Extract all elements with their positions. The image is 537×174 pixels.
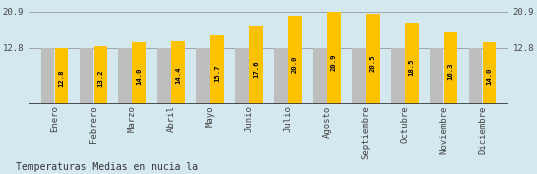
Bar — [79, 48, 93, 104]
Bar — [391, 48, 404, 104]
Text: 15.7: 15.7 — [214, 64, 220, 82]
Bar — [211, 35, 224, 104]
Text: 14.0: 14.0 — [136, 68, 142, 85]
Text: 20.0: 20.0 — [292, 56, 298, 73]
Bar — [288, 16, 302, 104]
Text: 17.6: 17.6 — [253, 60, 259, 78]
Bar — [444, 32, 458, 104]
Bar — [93, 46, 107, 104]
Bar — [41, 48, 54, 104]
Bar — [235, 48, 249, 104]
Bar — [313, 48, 326, 104]
Bar — [197, 48, 210, 104]
Bar — [249, 26, 263, 104]
Bar — [274, 48, 288, 104]
Bar — [352, 48, 366, 104]
Text: 20.5: 20.5 — [370, 55, 376, 72]
Text: 16.3: 16.3 — [448, 63, 454, 80]
Text: 14.4: 14.4 — [175, 67, 181, 84]
Bar — [157, 48, 171, 104]
Bar — [327, 12, 340, 104]
Bar — [171, 41, 185, 104]
Bar — [483, 42, 496, 104]
Text: Temperaturas Medias en nucia la: Temperaturas Medias en nucia la — [16, 162, 198, 172]
Bar — [119, 48, 132, 104]
Text: 14.0: 14.0 — [487, 68, 492, 85]
Bar — [405, 22, 418, 104]
Text: 13.2: 13.2 — [97, 69, 103, 86]
Bar — [430, 48, 444, 104]
Text: 20.9: 20.9 — [331, 54, 337, 71]
Bar — [133, 42, 146, 104]
Bar — [469, 48, 482, 104]
Bar — [366, 14, 380, 104]
Text: 12.8: 12.8 — [59, 70, 64, 87]
Bar — [55, 48, 68, 104]
Text: 18.5: 18.5 — [409, 58, 415, 76]
